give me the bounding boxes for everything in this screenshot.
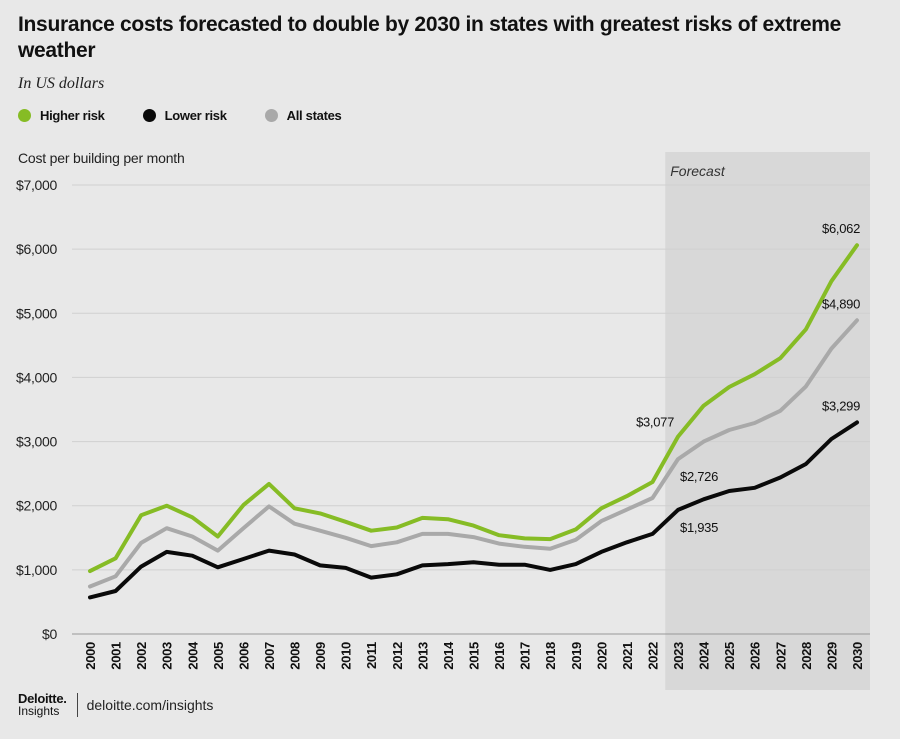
data-label: $3,299 [822, 398, 860, 413]
data-label: $2,726 [680, 469, 718, 484]
x-tick-label: 2001 [109, 642, 124, 670]
series-line-higher-risk [88, 243, 859, 574]
chart-title: Insurance costs forecasted to double by … [18, 13, 841, 62]
x-tick-label: 2012 [390, 642, 405, 670]
x-tick-label: 2015 [467, 642, 482, 670]
chart-subtitle: In US dollars [18, 75, 105, 92]
line-chart: Forecast $0 $1,000 $2,000 $3,000 $4,000 $5,000… [16, 152, 870, 690]
x-tick-label: 2019 [569, 642, 584, 670]
logo-sub: Insights [18, 704, 60, 718]
y-axis-label: Cost per building per month [18, 150, 185, 166]
x-tick-label: 2013 [415, 642, 430, 670]
x-tick-label: 2022 [645, 642, 660, 670]
y-tick-label: $7,000 [16, 177, 58, 193]
legend-item-all-states: All states [264, 108, 342, 123]
y-tick-label: $3,000 [16, 434, 58, 450]
forecast-region [665, 152, 870, 690]
legend-item-higher-risk: Higher risk [18, 108, 105, 123]
x-tick-label: 2005 [211, 642, 226, 670]
y-tick-label: $0 [42, 626, 57, 642]
x-tick-label: 2029 [824, 642, 839, 670]
x-tick-label: 2016 [492, 642, 507, 670]
footer-divider [76, 693, 78, 717]
logo-brand: Deloitte. [18, 691, 67, 706]
x-tick-label: 2010 [339, 642, 354, 670]
x-tick-label: 2021 [620, 642, 635, 670]
y-tick-label: $2,000 [16, 498, 58, 514]
x-tick-label: 2027 [773, 642, 788, 670]
x-tick-label: 2009 [313, 642, 328, 670]
x-tick-label: 2024 [697, 641, 712, 670]
x-tick-label: 2030 [850, 642, 865, 670]
x-tick-label: 2007 [262, 642, 277, 670]
x-tick-label: 2023 [671, 642, 686, 670]
data-label: $1,935 [680, 520, 718, 535]
x-tick-label: 2018 [543, 642, 558, 670]
data-label: $6,062 [822, 221, 860, 236]
y-tick-label: $5,000 [16, 305, 58, 321]
data-label: $4,890 [822, 296, 860, 311]
legend-swatch-lower-risk [142, 109, 156, 122]
legend-label-all-states: All states [286, 108, 342, 123]
legend-label-lower-risk: Lower risk [164, 108, 227, 123]
y-tick-label: $1,000 [16, 562, 58, 578]
x-tick-label: 2020 [594, 642, 609, 670]
data-label: $3,077 [636, 415, 674, 430]
x-tick-label: 2028 [799, 642, 814, 670]
x-tick-label: 2003 [160, 642, 175, 670]
x-tick-label: 2002 [134, 642, 149, 670]
x-tick-label: 2008 [288, 642, 303, 670]
legend-item-lower-risk: Lower risk [142, 108, 227, 123]
x-tick-label: 2025 [722, 642, 737, 670]
x-tick-label: 2026 [748, 642, 763, 670]
x-tick-label: 2014 [441, 641, 456, 670]
y-tick-label: $6,000 [16, 241, 58, 257]
series-line-lower-risk [88, 420, 859, 600]
series-line-all-states [88, 318, 859, 589]
x-tick-label: 2004 [185, 641, 200, 670]
x-tick-label: 2017 [518, 642, 533, 670]
deloitte-insights-logo: Deloitte. Insights [18, 692, 67, 718]
x-tick-label: 2000 [83, 642, 98, 670]
footer: Deloitte. Insights deloitte.com/insights [18, 692, 213, 718]
y-tick-label: $4,000 [16, 369, 58, 385]
legend-swatch-all-states [264, 109, 278, 122]
forecast-label: Forecast [670, 163, 726, 179]
footer-url: deloitte.com/insights [86, 697, 214, 713]
legend-label-higher-risk: Higher risk [40, 108, 105, 123]
x-tick-label: 2006 [236, 642, 251, 670]
legend: Higher risk Lower risk All states [18, 108, 379, 123]
legend-swatch-higher-risk [18, 109, 31, 122]
x-tick-label: 2011 [364, 642, 379, 669]
